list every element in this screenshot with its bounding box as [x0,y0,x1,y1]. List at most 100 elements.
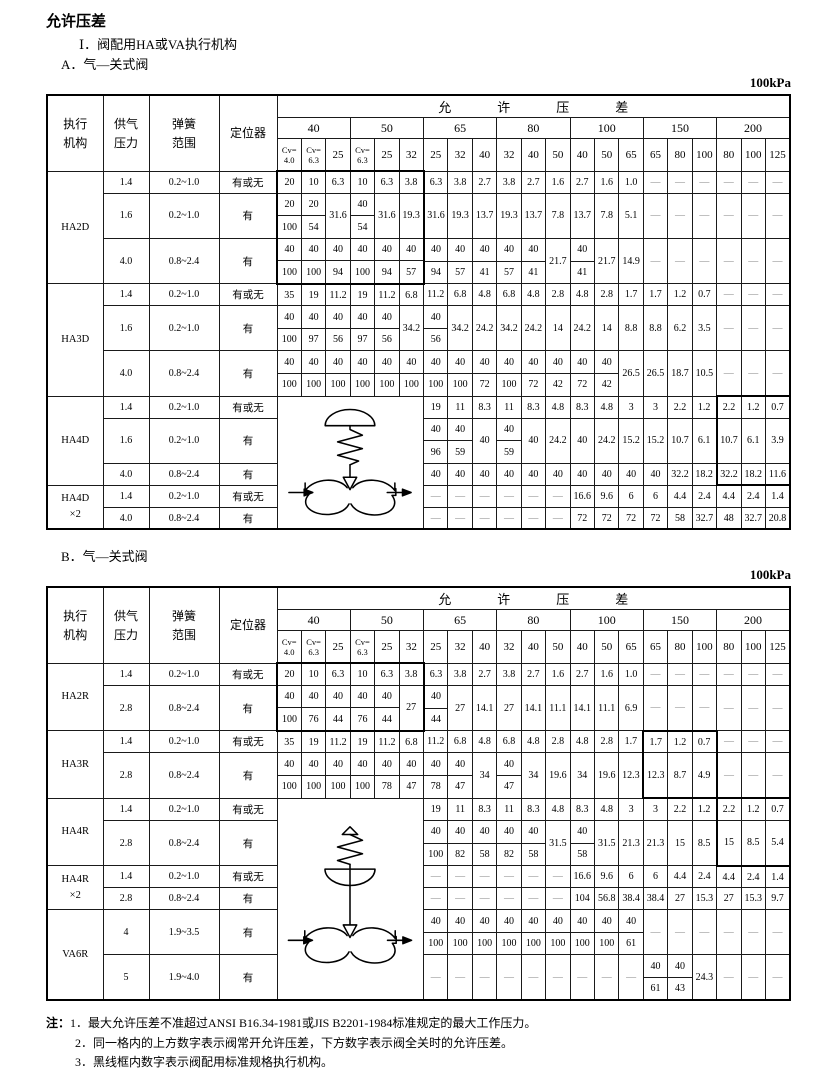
unit-label-a: 100kPa [749,75,791,91]
value-cell: 18.7 [667,350,693,397]
value-cell: 32.7 [691,506,718,530]
value-cell: 0.7 [691,283,718,307]
supply-pressure: 2.8 [102,819,150,867]
value-cell: 8.3 [471,395,498,419]
value-cell: — [764,170,791,194]
value-cell: 34.2 [496,305,522,352]
value-cell: — [716,350,742,397]
size-header: 50 [349,609,425,632]
cv-header: 50 [593,138,620,172]
value-cell: 34 [471,752,498,799]
value-cell: — [716,730,742,754]
value-cell: 4.8 [545,395,571,419]
value-cell: 4.8 [545,797,571,821]
value-cell: — [740,237,766,285]
value-cell: 15.3 [691,887,718,911]
value-cell: 2.2 [715,395,742,419]
value-cell: 4.4 [716,484,742,508]
value-cell: 34 [520,752,547,799]
value-cell: 2.8 [545,730,571,754]
value-cell: 0.7 [691,729,718,754]
value-cell: 11 [447,797,473,821]
cv-header: Cv= 4.0 [276,138,302,172]
spring-range: 0.8~2.4 [148,887,220,911]
value-cell: 13.7 [520,192,547,239]
value-cell: 8.7 [667,752,693,800]
size-header: 65 [423,117,498,140]
value-cell: 40 44 [374,684,400,732]
spring-range: 0.2~1.0 [148,730,220,754]
value-cell: 20.8 [764,506,791,530]
value-cell: 4.8 [471,730,498,754]
table-row: HA3R 1.4 0.2~1.0 有或无 35 19 11.2 19 11.2 6.8 11.2 6.… [46,729,791,799]
spring-range: 0.8~2.4 [148,350,220,397]
direct-actuator-valve-diagram [288,408,413,516]
value-cell: 40 100 [423,819,449,867]
cv-header: 65 [642,138,669,172]
value-cell: 40 [520,462,547,486]
value-cell: 40 94 [423,237,449,285]
value-cell: 40 100 [300,752,327,799]
value-cell: 4.8 [520,730,547,754]
value-cell: 9.6 [593,484,620,508]
value-cell: 35 [276,283,302,307]
value-cell: 4.8 [569,730,595,754]
value-cell: 10 [300,170,327,194]
value-cell: 24.2 [593,417,620,464]
value-cell: 40 58 [471,819,498,867]
header-row-main: 执行 机构 供气 压力 弹簧 范围 定位器允许压差 [46,586,791,664]
value-cell: 34.2 [398,305,425,352]
value-cell: 2.8 [545,283,571,307]
positioner: 有 [218,417,278,464]
supply-pressure: 1.4 [102,797,150,821]
value-cell: — [471,887,498,911]
value-cell: 4.8 [593,797,620,821]
value-cell: 3 [642,395,669,419]
value-cell: 40 100 [520,909,547,956]
value-cell: 31.6 [325,192,351,239]
header-row-sizes: 40 50 65 80 100 150 200 [47,609,791,632]
value-cell: 40 100 [275,237,302,285]
actuator-name: HA4D ×2 [46,484,104,530]
value-cell: 40 100 [447,350,473,397]
value-cell: 40 47 [398,752,425,799]
page-title: 允许压差 [46,14,107,30]
actuator-name: VA6R [46,909,104,1001]
value-cell: 40 [520,417,547,464]
value-cell: — [740,954,766,1001]
value-cell: 40 100 [275,684,302,732]
value-cell: 40 100 [349,350,376,397]
value-cell: 40 100 [398,350,425,397]
value-cell: 5.1 [618,192,644,239]
value-cell: 19 [349,283,376,307]
value-cell: 40 59 [447,417,473,464]
note-1: 注：1．最大允许压差不准超过ANSI B16.34-1981或JIS B2201… [46,1016,537,1031]
value-cell: 16.6 [569,865,595,889]
supply-pressure: 1.4 [102,662,150,686]
cv-header: 80 [667,138,693,172]
positioner: 有 [218,909,278,956]
value-cell: — [545,887,571,911]
value-cell: — [423,954,449,1001]
value-cell: — [496,865,522,889]
value-cell: 40 [618,462,644,486]
value-cell: — [764,684,791,732]
value-cell: 48 [716,506,742,530]
value-cell: 2.4 [740,484,766,508]
value-cell: 18.2 [740,462,766,487]
value-cell: 19.6 [593,752,620,799]
value-cell: — [716,170,742,194]
value-cell: — [496,484,522,508]
value-cell: 8.3 [569,797,595,821]
value-cell: 11.2 [423,283,449,307]
cv-header: Cv= 6.3 [349,630,376,664]
size-header: 65 [423,609,498,632]
cv-header: 80 [716,138,742,172]
value-cell: 1.0 [618,662,644,686]
value-cell: 19.3 [398,192,425,239]
diaphragm-icon [324,408,376,427]
stem-arrow-icon [342,923,358,938]
cv-header: 50 [593,630,620,664]
value-cell: 1.7 [642,283,669,307]
value-cell: 20 [275,662,302,686]
